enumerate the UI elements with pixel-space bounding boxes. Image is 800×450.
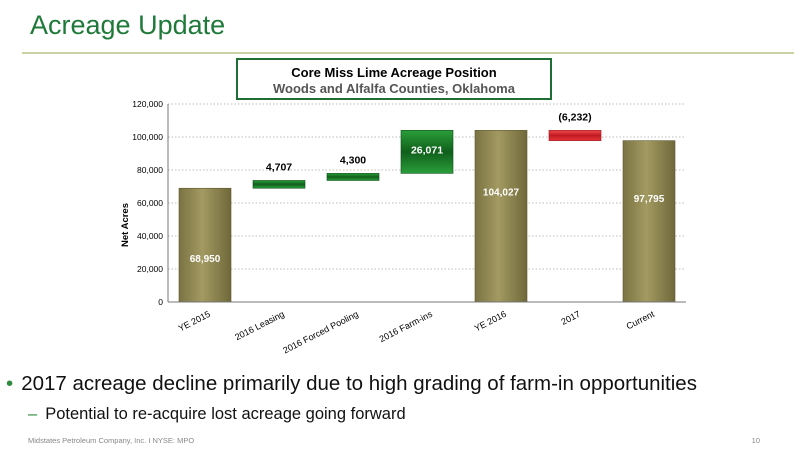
data-label: 97,795: [634, 194, 665, 205]
data-label: 104,027: [483, 188, 520, 199]
bars: [178, 130, 676, 303]
x-tick-label: 2016 Leasing: [233, 309, 286, 342]
bar-current: [622, 140, 676, 303]
waterfall-chart: 020,00040,00060,00080,000100,000120,000 …: [120, 99, 686, 356]
bullet-sub: – Potential to re-acquire lost acreage go…: [28, 405, 406, 424]
x-tick-label: 2016 Forced Pooling: [281, 309, 360, 356]
chart-subtitle: Woods and Alfalfa Counties, Oklahoma: [273, 81, 515, 96]
data-label: (6,232): [558, 111, 591, 123]
footer-company: Midstates Petroleum Company, Inc. I NYSE…: [28, 436, 195, 445]
bullet-sub-text: Potential to re-acquire lost acreage goi…: [45, 405, 406, 423]
data-label: 68,950: [190, 254, 221, 265]
data-labels: 68,950 4,707 4,300 26,071 104,027 (6,232) 97,7…: [190, 111, 665, 265]
data-label: 4,707: [266, 161, 292, 173]
y-tick-label: 40,000: [137, 231, 163, 241]
page-number: 10: [751, 436, 760, 445]
sub-bullet-marker: –: [28, 405, 38, 423]
y-axis-ticks: 0 20,000 40,000 60,000 80,000 100,000 120,000: [132, 99, 163, 307]
y-tick-label: 60,000: [137, 198, 163, 208]
x-tick-label: 2017: [560, 309, 582, 327]
bar-ye-2016: [474, 130, 528, 303]
x-tick-label: YE 2015: [177, 309, 212, 334]
bar-2016-farm-ins: [400, 130, 454, 174]
data-label: 26,071: [411, 145, 443, 157]
x-tick-label: 2016 Farm-ins: [378, 309, 435, 344]
bar-ye-2015: [178, 187, 232, 303]
bullet-main: • 2017 acreage decline primarily due to h…: [6, 372, 697, 396]
y-tick-label: 120,000: [132, 99, 163, 109]
bullet-main-text: 2017 acreage decline primarily due to hi…: [21, 372, 697, 395]
y-axis-label: Net Acres: [120, 203, 131, 247]
title-divider: [22, 52, 794, 54]
bar-2017: [548, 130, 602, 141]
bullet-marker: •: [6, 372, 14, 395]
grid-lines: [168, 103, 686, 270]
data-label: 4,300: [340, 154, 366, 166]
slide-title: Acreage Update: [30, 10, 226, 40]
x-tick-label: Current: [625, 309, 657, 332]
chart-title-box: Core Miss Lime Acreage Position Woods an…: [236, 58, 552, 100]
y-tick-label: 100,000: [132, 132, 163, 142]
y-tick-label: 80,000: [137, 165, 163, 175]
y-tick-label: 0: [158, 297, 163, 307]
bar-2016-forced-pooling: [326, 173, 380, 181]
y-tick-label: 20,000: [137, 264, 163, 274]
bar-2016-leasing: [252, 180, 306, 189]
chart-title: Core Miss Lime Acreage Position: [291, 65, 497, 80]
x-tick-label: YE 2016: [473, 309, 508, 334]
